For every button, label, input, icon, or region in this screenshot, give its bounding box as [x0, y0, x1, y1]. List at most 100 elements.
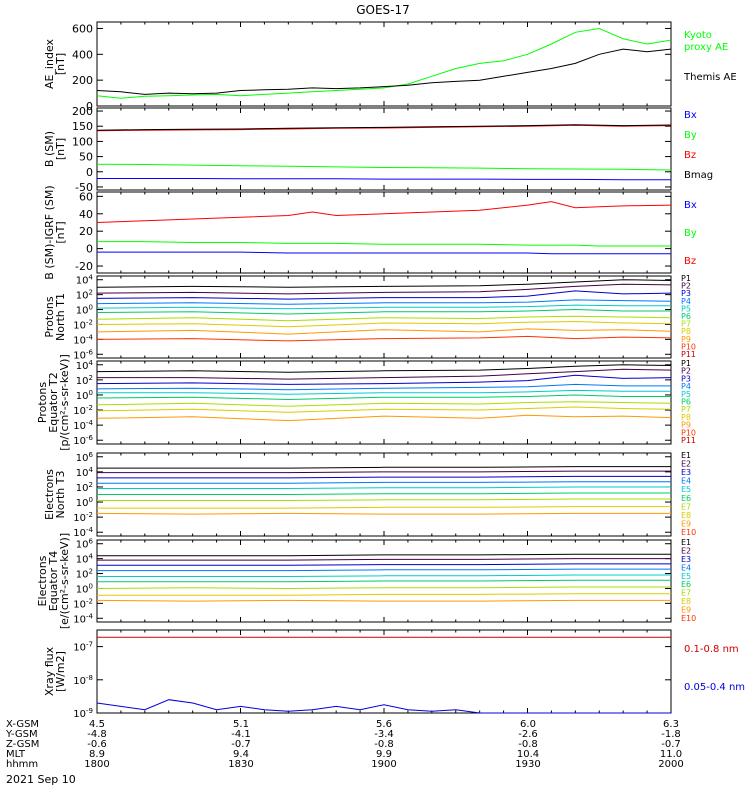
tick-label-base: 10 — [76, 376, 89, 387]
y-axis-label: Equator T2 — [47, 372, 60, 432]
orbit-row-label: hhmm — [6, 759, 38, 770]
y-tick-label: 10-2 — [73, 597, 93, 610]
legend-entry: P2 — [681, 282, 691, 291]
orbit-value: 6.0 — [520, 719, 536, 730]
panel-frame — [96, 360, 672, 445]
orbit-value: -0.7 — [661, 739, 681, 750]
y-tick-label: 200 — [72, 74, 93, 87]
tick-label-exponent: -6 — [86, 434, 94, 442]
tick-label-exponent: 0 — [89, 304, 93, 312]
legend-entry: E8 — [681, 511, 691, 520]
y-axis-label: Electrons — [36, 555, 49, 606]
legend-entry: P11 — [681, 350, 696, 359]
orbit-value: 1930 — [515, 759, 540, 770]
y-tick-label: 10-4 — [73, 333, 93, 346]
orbit-value: 10.4 — [517, 749, 539, 760]
legend-entry: E7 — [681, 589, 691, 598]
y-tick-label: 106 — [76, 451, 94, 464]
tick-label-base: 10 — [73, 335, 86, 346]
legend-entry: E8 — [681, 597, 691, 606]
series-line-bz — [96, 124, 672, 132]
orbit-row-label: MLT — [6, 749, 26, 760]
y-tick-label: 400 — [72, 48, 93, 61]
series-line-p6 — [96, 308, 671, 315]
tick-label-base: 10 — [76, 361, 89, 372]
tick-label-base: 10 — [73, 643, 86, 654]
orbit-row-label: X-GSM — [6, 719, 39, 730]
orbit-value: 5.6 — [376, 719, 392, 730]
y-tick-label: 50 — [79, 151, 93, 164]
legend-entry: E1 — [681, 451, 691, 460]
tick-label-exponent: 6 — [89, 538, 94, 546]
tick-label-exponent: -2 — [86, 597, 93, 605]
tick-label-exponent: -2 — [86, 318, 93, 326]
legend-entry: P4 — [681, 382, 691, 391]
tick-label-base: 10 — [73, 436, 86, 447]
y-tick-label: -20 — [75, 260, 93, 273]
legend-entry: Bx — [684, 110, 697, 121]
y-axis-label: [e/(cm²-s-sr-keV)] — [58, 533, 71, 629]
y-tick-label: -50 — [75, 181, 93, 194]
series-line-p8 — [96, 320, 672, 328]
series-line-e4 — [97, 568, 671, 572]
legend-entry: E4 — [681, 563, 691, 572]
tick-label-base: 10 — [76, 453, 89, 464]
tick-label-base: 10 — [76, 276, 89, 287]
orbit-value: 11.0 — [660, 749, 682, 760]
tick-label-base: 10 — [73, 599, 86, 610]
date-label: 2021 Sep 10 — [6, 773, 76, 786]
tick-label-exponent: -7 — [86, 641, 93, 649]
y-axis-label: AE_index — [43, 38, 56, 89]
legend-entry: P10 — [681, 342, 696, 351]
legend-entry: E10 — [681, 528, 696, 537]
legend-entry: P1 — [681, 359, 691, 368]
orbit-value: -0.8 — [374, 739, 394, 750]
tick-label-exponent: -9 — [86, 707, 93, 715]
orbit-value: 1830 — [228, 759, 253, 770]
series-line-e8 — [97, 593, 671, 596]
series-line-p4 — [96, 299, 672, 305]
y-axis-label: Electrons — [43, 469, 56, 520]
legend-entry: P9 — [681, 421, 691, 430]
panel-frame — [96, 275, 672, 359]
series-line-e6 — [97, 492, 671, 495]
legend-entry: E5 — [681, 572, 691, 581]
series-line-p1 — [96, 279, 672, 288]
y-tick-label: 10-9 — [73, 707, 93, 720]
y-tick-label: 10-4 — [73, 419, 93, 432]
y-axis-label: Equator T4 — [47, 551, 60, 611]
y-tick-label: 102 — [76, 568, 93, 581]
y-tick-label: 106 — [76, 538, 94, 551]
tick-label-exponent: -8 — [86, 674, 93, 682]
legend-entry: Themis AE — [683, 72, 737, 83]
series-line-e9 — [96, 512, 671, 515]
legend-entry: P7 — [681, 320, 691, 329]
y-tick-label: 102 — [76, 289, 93, 302]
y-tick-label: 10-4 — [73, 526, 93, 539]
y-tick-label: 0 — [86, 100, 93, 113]
tick-label-exponent: 0 — [89, 582, 93, 590]
y-tick-label: 100 — [76, 304, 93, 317]
tick-label-exponent: 2 — [89, 289, 93, 297]
tick-label-base: 10 — [73, 709, 86, 720]
series-line-e2 — [97, 558, 671, 561]
legend-entry: 0.1-0.8 nm — [684, 644, 739, 655]
legend-entry: Bmag — [684, 170, 713, 181]
tick-label-base: 10 — [73, 320, 86, 331]
series-line-0-05-0-4-nm — [96, 699, 671, 714]
series-line-e5 — [97, 486, 671, 489]
tick-label-base: 10 — [76, 540, 89, 551]
tick-label-exponent: 2 — [89, 568, 93, 576]
tick-label-base: 10 — [73, 528, 86, 539]
series-line-by — [96, 163, 672, 171]
series-line-e4 — [97, 481, 671, 484]
tick-label-exponent: -2 — [86, 511, 93, 519]
legend-entry: P10 — [681, 428, 696, 437]
y-tick-label: 40 — [79, 208, 93, 221]
orbit-value: -0.7 — [231, 739, 251, 750]
y-axis-label: Xray flux — [43, 646, 56, 696]
